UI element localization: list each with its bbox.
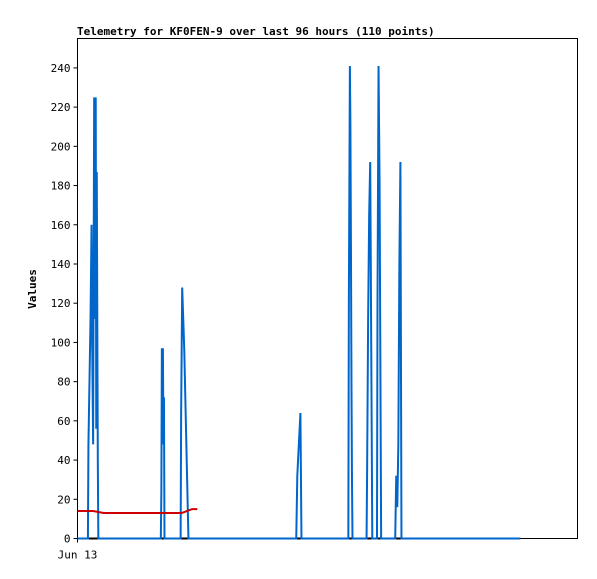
series-layer: [77, 65, 521, 540]
y-axis-label: Values: [26, 269, 39, 309]
y-tick-label: 80: [57, 376, 70, 389]
y-tick-label: 20: [57, 493, 70, 506]
y-tick-label: 100: [51, 336, 71, 349]
series-line-2: [77, 508, 198, 515]
y-tick-label: 140: [51, 258, 71, 271]
y-tick-label: 180: [51, 180, 71, 193]
chart-title: Telemetry for KF0FEN-9 over last 96 hour…: [77, 25, 435, 38]
y-tick-label: 40: [57, 454, 70, 467]
y-tick-label: 60: [57, 415, 70, 428]
y-tick-label: 0: [64, 533, 71, 546]
series-line-1: [77, 65, 521, 540]
y-tick-label: 200: [51, 140, 71, 153]
y-tick-label: 220: [51, 101, 71, 114]
y-tick-label: 120: [51, 297, 71, 310]
y-axis: 0 20 40 60 80 100 120 140 160 180 200 220 240: [51, 62, 78, 546]
x-tick-label: Jun 13: [58, 549, 98, 562]
plot-area: [77, 38, 578, 539]
y-tick-label: 160: [51, 219, 71, 232]
y-tick-label: 240: [51, 62, 71, 75]
